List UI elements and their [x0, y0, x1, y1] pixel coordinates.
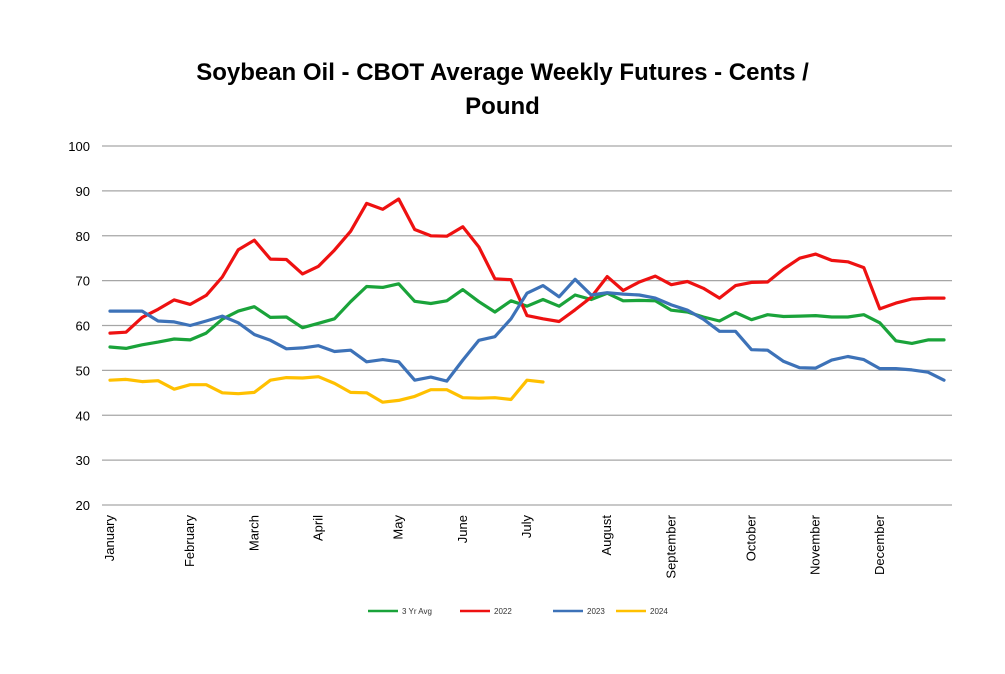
y-tick-label-80: 80	[76, 229, 90, 244]
x-tick-label-june: June	[455, 515, 470, 543]
y-tick-label-30: 30	[76, 453, 90, 468]
legend-label-3-yr-avg: 3 Yr Avg	[402, 607, 432, 616]
series-line-2024	[108, 375, 545, 404]
y-tick-label-100: 100	[68, 139, 90, 154]
legend-label-2022: 2022	[494, 607, 512, 616]
x-tick-label-february: February	[182, 515, 197, 568]
y-tick-label-20: 20	[76, 498, 90, 513]
y-tick-label-60: 60	[76, 319, 90, 334]
x-tick-label-august: August	[599, 515, 614, 556]
x-tick-label-march: March	[246, 515, 261, 551]
x-tick-label-april: April	[311, 515, 326, 541]
x-tick-label-may: May	[391, 515, 406, 540]
legend-label-2023: 2023	[587, 607, 605, 616]
chart-title: Soybean Oil - CBOT Average Weekly Future…	[0, 56, 1005, 124]
y-tick-label-50: 50	[76, 363, 90, 378]
y-tick-label-70: 70	[76, 274, 90, 289]
x-tick-label-september: September	[663, 514, 678, 578]
x-tick-label-january: January	[102, 515, 117, 562]
x-tick-label-july: July	[519, 515, 534, 539]
chart-title-line2: Pound	[465, 93, 540, 120]
legend-label-2024: 2024	[650, 607, 668, 616]
x-tick-label-december: December	[872, 514, 887, 575]
series-line-2022	[108, 197, 946, 335]
chart-title-line1: Soybean Oil - CBOT Average Weekly Future…	[196, 59, 809, 86]
y-tick-label-90: 90	[76, 184, 90, 199]
y-tick-label-40: 40	[76, 408, 90, 423]
x-tick-label-november: November	[808, 514, 823, 575]
series-line-2023	[108, 277, 946, 383]
x-tick-label-october: October	[744, 514, 759, 561]
series-line-3-yr-avg	[108, 282, 946, 350]
